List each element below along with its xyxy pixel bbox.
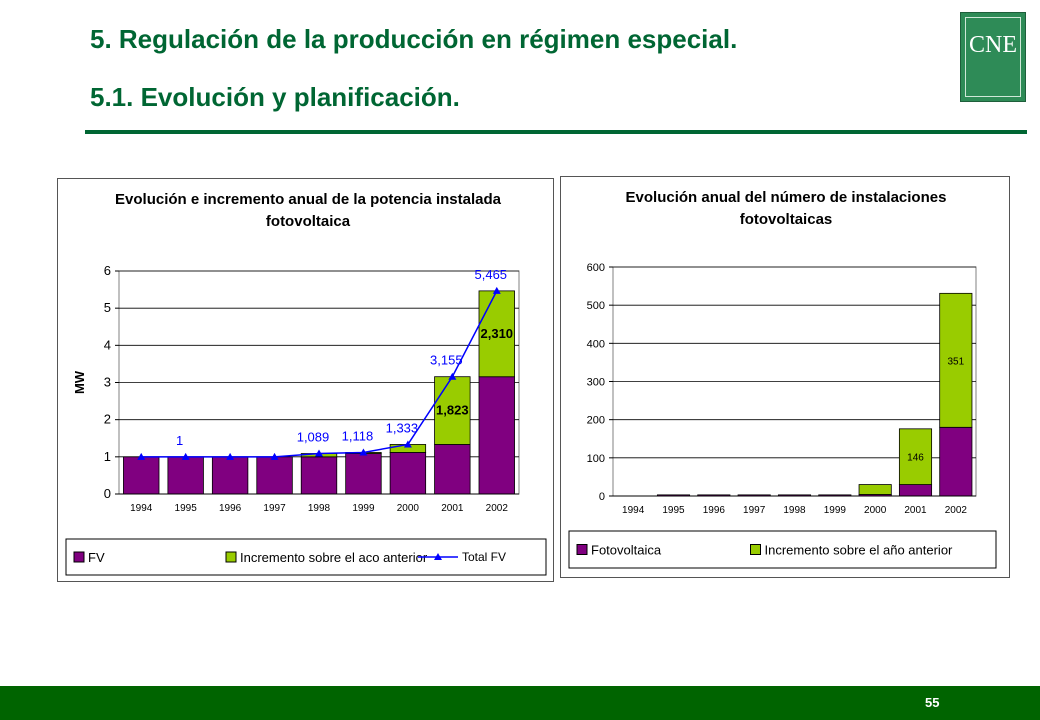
data-label: 1,823 <box>436 403 469 418</box>
bar-segment <box>389 452 427 495</box>
x-tick-label: 1999 <box>824 505 847 516</box>
legend-label: Incremento sobre el aco anterior <box>240 550 428 565</box>
legend-label: Fotovoltaica <box>591 543 662 558</box>
legend-swatch <box>225 551 237 563</box>
y-tick-label: 400 <box>587 338 605 350</box>
x-tick-label: 1998 <box>783 505 806 516</box>
y-tick-label: 300 <box>587 377 605 389</box>
legend-label: Total FV <box>462 550 506 564</box>
legend-swatch <box>750 544 761 555</box>
y-tick-label: 6 <box>104 263 111 278</box>
x-tick-label: 1997 <box>263 503 286 514</box>
legend-label: Incremento sobre el año anterior <box>765 543 954 558</box>
x-tick-label: 2002 <box>945 505 968 516</box>
y-tick-label: 200 <box>587 415 605 427</box>
y-tick-label: 0 <box>599 491 605 503</box>
logo-text: CNE <box>965 17 1021 97</box>
chart-title: Evolución e incremento anual de la poten… <box>115 191 501 230</box>
slide-subtitle: 5.1. Evolución y planificación. <box>90 82 460 112</box>
page-number: 55 <box>925 695 940 710</box>
x-tick-label: 1995 <box>662 505 685 516</box>
chart-title: Evolución anual del número de instalacio… <box>625 189 947 228</box>
bar-segment <box>256 456 293 495</box>
x-tick-label: 2000 <box>864 505 887 516</box>
x-tick-label: 1999 <box>352 503 375 514</box>
y-tick-label: 1 <box>104 449 111 464</box>
y-tick-label: 4 <box>104 337 111 352</box>
bar-segment <box>858 484 892 495</box>
data-label: 3,155 <box>430 353 463 368</box>
y-tick-label: 3 <box>104 375 111 390</box>
data-label: 351 <box>947 356 964 367</box>
chart: 0 100 200 300 400 500 600 146 351 1994 1995 1996 199… <box>568 262 997 569</box>
x-tick-label: 1996 <box>703 505 726 516</box>
x-tick-label: 2001 <box>904 505 927 516</box>
bar-segment <box>478 376 515 495</box>
bar-segment <box>898 484 933 497</box>
data-label: 2,310 <box>481 326 514 341</box>
legend-label: FV <box>88 550 105 565</box>
line-marker <box>359 448 368 456</box>
data-label: 5,465 <box>475 267 508 282</box>
bar-segment <box>123 456 160 495</box>
x-tick-label: 1997 <box>743 505 766 516</box>
x-tick-label: 1996 <box>219 503 242 514</box>
x-tick-label: 1995 <box>175 503 198 514</box>
chart-frame: Evolución e incremento anual de la poten… <box>57 178 554 582</box>
data-label: 1 <box>176 433 183 448</box>
legend-box <box>568 530 997 569</box>
y-tick-label: 500 <box>587 300 605 312</box>
bar-segment <box>434 444 471 495</box>
line-marker <box>492 286 501 294</box>
bar-segment <box>939 426 973 497</box>
bar-segment <box>898 428 933 485</box>
line-marker <box>448 372 457 380</box>
y-tick-label: 100 <box>587 453 605 465</box>
x-tick-label: 1998 <box>308 503 331 514</box>
line-marker <box>181 452 190 460</box>
slide-title: 5. Regulación de la producción en régime… <box>90 24 738 54</box>
y-tick-label: 5 <box>104 300 111 315</box>
chart-frame: Evolución anual del número de instalacio… <box>560 176 1010 578</box>
x-tick-label: 2001 <box>441 503 464 514</box>
x-tick-label: 2000 <box>397 503 420 514</box>
data-label: 1,333 <box>386 420 419 435</box>
line-marker <box>270 452 279 460</box>
line-marker <box>403 440 412 448</box>
bar-segment <box>300 456 338 495</box>
bar-segment <box>167 456 204 495</box>
y-tick-label: 2 <box>104 412 111 427</box>
chart: 0 1 2 3 4 5 6 MW 1,823 2,310 1 1,089 1,118 1,333 3,155… <box>65 263 547 576</box>
y-axis-label: MW <box>72 370 87 394</box>
logo: CNE <box>960 12 1026 102</box>
x-tick-label: 1994 <box>622 505 645 516</box>
x-tick-label: 2002 <box>486 503 509 514</box>
y-tick-label: 0 <box>104 486 111 501</box>
legend-swatch <box>576 544 588 555</box>
data-label: 146 <box>907 453 924 464</box>
bar-segment <box>478 290 515 378</box>
legend-swatch <box>73 551 85 563</box>
y-tick-label: 600 <box>587 262 605 274</box>
header-rule <box>85 130 1027 134</box>
bar-segment <box>211 456 249 495</box>
data-label: 1,089 <box>297 430 330 445</box>
line-marker <box>315 449 323 457</box>
x-tick-label: 1994 <box>130 503 153 514</box>
line-marker <box>137 452 146 460</box>
line-marker <box>226 452 235 460</box>
legend-box <box>65 538 547 576</box>
legend-marker <box>434 553 442 560</box>
data-label: 1,118 <box>342 428 374 443</box>
footer-bar: 55 <box>0 686 1040 720</box>
bar-segment <box>345 453 382 495</box>
bar-segment <box>939 292 973 428</box>
